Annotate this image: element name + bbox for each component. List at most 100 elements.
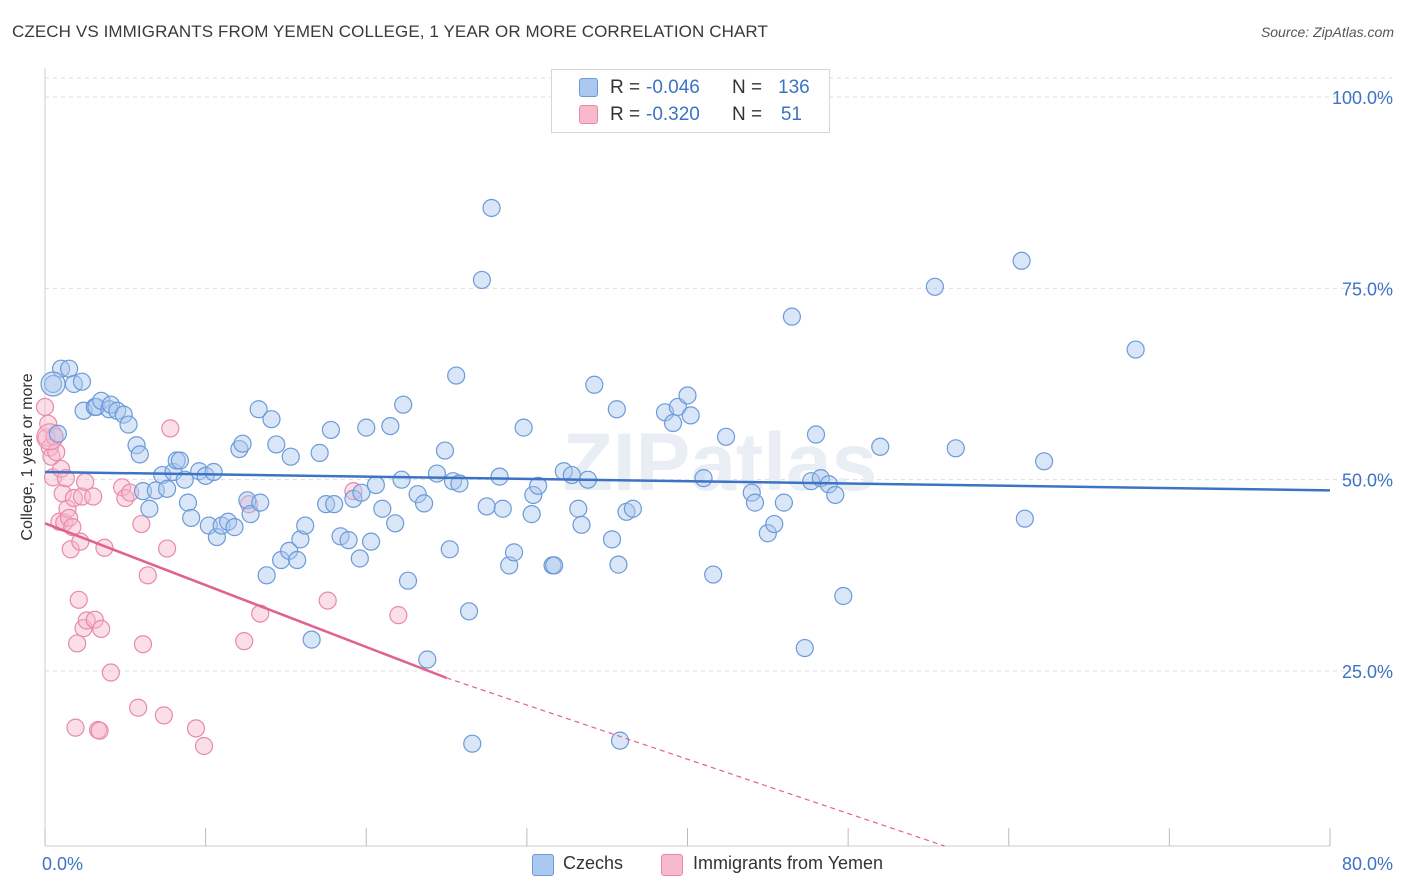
yemen-point [194,736,214,756]
czech-point [350,549,369,568]
czech-point [204,462,223,482]
czech-point [514,418,533,437]
czech-point [130,445,149,464]
czech-point [207,527,226,547]
czech-point [157,479,177,498]
czech-point [569,499,588,518]
chart-title: CZECH VS IMMIGRANTS FROM YEMEN COLLEGE, … [12,22,768,41]
czech-point [357,418,376,437]
czech-point [398,571,418,590]
series-czech-points [40,198,1145,753]
czech-point [742,483,761,502]
legend-n-label: N = [732,104,763,125]
yemen-point [318,591,337,610]
czech-point [302,630,321,649]
yemen-point [186,719,206,738]
czech-point [267,435,286,454]
yemen-point [389,606,408,625]
legend-swatch-czechs [579,78,598,97]
czech-point [609,555,628,574]
czech-point [408,485,427,504]
yemen-point [84,487,103,506]
czech-point [440,540,459,559]
czech-point [447,366,466,385]
czech-point [43,374,63,394]
yemen-trend-extension [446,677,945,847]
watermark: ZIPatlas [563,417,877,508]
czech-point [694,469,713,488]
czech-point [826,485,845,505]
czech-point [386,514,405,533]
czech-point [427,464,447,483]
czech-point [482,198,501,218]
yemen-point [92,619,111,639]
czech-point [48,424,67,443]
czech-point [504,543,524,562]
czech-point [325,495,344,514]
czech-point [140,499,159,518]
czech-point [795,638,814,658]
yemen-point [85,610,104,629]
yemen-point [56,469,75,488]
tick-labels: 25.0% 50.0% 75.0% 100.0% 0.0% 80.0% [42,88,1393,874]
czech-point [418,650,437,669]
czech-point [704,565,723,584]
czech-point [946,439,965,458]
czech-point [281,447,300,466]
yemen-point [132,514,151,534]
czech-point [321,420,341,440]
yemen-point [129,698,148,717]
legend-r-value: -0.320 [646,104,700,125]
bottom-legend: Czechs Immigrants from Yemen [0,853,1406,877]
czech-point [114,405,133,424]
czech-point [392,470,411,489]
czech-point [339,531,358,550]
y-tick-label: 100.0% [1332,88,1393,108]
czech-point [296,516,315,535]
yemen-point [47,443,66,462]
czech-point [522,505,541,524]
source-label: Source: ZipAtlas.com [1260,24,1394,40]
czech-point [257,566,276,585]
czech-point [663,413,683,433]
czech-point [233,434,252,453]
czech-point [782,307,802,326]
czech-point [524,485,543,505]
czech-point [175,470,194,489]
czech-point [251,493,270,512]
czech-point [745,493,765,512]
yemen-point [90,721,109,740]
yemen-point [88,720,108,740]
czech-point [477,497,496,516]
legend-row-czechs: R = -0.046 N = 136 [552,75,829,101]
czech-point [133,482,153,501]
yemen-point [40,438,59,457]
series-yemen-points [35,397,408,756]
x-tick-label-max: 80.0% [1342,854,1393,874]
czech-point [170,451,190,470]
czech-point [834,586,853,606]
czech-point [765,514,784,534]
axes [44,68,1331,847]
yemen-point [157,539,177,558]
czech-point [610,731,630,750]
czech-point [529,476,548,495]
yemen-point [66,718,85,737]
czech-point [1126,340,1145,359]
legend-n-value: 136 [778,77,810,98]
czech-point [59,359,79,378]
czech-point [681,406,700,425]
yemen-point [161,419,180,438]
yemen-point [69,590,88,609]
yemen-point [101,663,120,682]
czech-point [545,556,564,575]
czech-point [774,493,793,512]
legend-n-label: N = [732,77,763,98]
czech-point [490,467,509,486]
czech-point [1015,509,1034,528]
czech-point [178,493,198,512]
legend-r-label: R = [610,77,641,98]
czech-point [72,372,92,391]
grid-lines [45,77,1392,672]
czech-point [602,530,622,549]
